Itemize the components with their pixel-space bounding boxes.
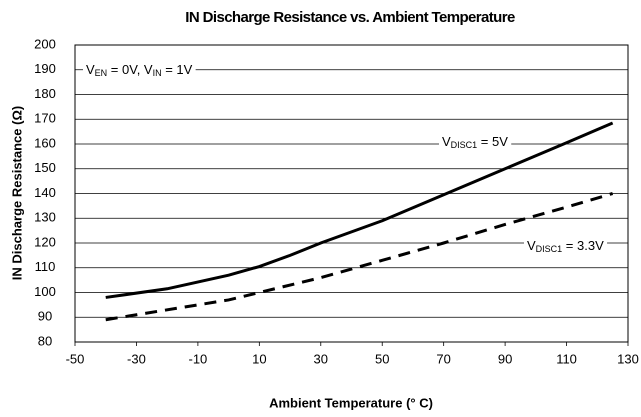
label-text: = 5V <box>477 134 508 149</box>
subscript: DISC1 <box>451 140 478 150</box>
annotation: VEN = 0V, VIN = 1V <box>86 62 193 78</box>
x-tick-label: 110 <box>556 351 577 366</box>
annotation-bg <box>83 61 196 80</box>
x-tick-label: -10 <box>188 351 207 366</box>
x-tick-label: -50 <box>66 351 85 366</box>
series-label: VDISC1 = 3.3V <box>527 238 604 254</box>
label-text: V <box>442 134 451 149</box>
y-tick-label: 90 <box>38 309 52 324</box>
series-label: VDISC1 = 5V <box>442 134 508 150</box>
chart-title: IN Discharge Resistance vs. Ambient Temp… <box>185 9 515 26</box>
label-text: = 3.3V <box>562 238 604 253</box>
x-tick-label: 10 <box>252 351 266 366</box>
subscript: EN <box>95 68 108 78</box>
series-line <box>105 121 614 299</box>
x-tick-label: 50 <box>375 351 389 366</box>
y-tick-label: 120 <box>34 234 56 249</box>
label-text: V <box>527 238 536 253</box>
y-axis-title: IN Discharge Resistance (Ω) <box>9 106 24 280</box>
subscript: IN <box>153 68 162 78</box>
series-label-bg <box>524 237 608 256</box>
subscript: DISC1 <box>536 244 563 254</box>
label-text: = 1V <box>162 62 193 77</box>
y-tick-label: 100 <box>34 284 56 299</box>
y-tick-label: 160 <box>34 135 56 150</box>
x-tick-label: 130 <box>617 351 639 366</box>
series-label-bg <box>439 133 512 152</box>
label-text: V <box>86 62 95 77</box>
y-tick-label: 180 <box>34 86 56 101</box>
y-tick-label: 140 <box>34 185 56 200</box>
label-text: = 0V, V <box>107 62 153 77</box>
y-tick-label: 110 <box>35 259 56 274</box>
y-tick-label: 80 <box>38 333 52 348</box>
x-axis-title: Ambient Temperature (° C) <box>269 395 433 410</box>
x-tick-label: 90 <box>498 351 512 366</box>
y-tick-label: 190 <box>34 61 56 76</box>
x-tick-label: -30 <box>127 351 146 366</box>
series-line <box>105 192 614 322</box>
y-tick-label: 170 <box>34 111 56 126</box>
x-tick-label: 70 <box>436 351 450 366</box>
y-tick-label: 130 <box>34 210 56 225</box>
x-tick-label: 30 <box>314 351 328 366</box>
y-tick-label: 200 <box>34 36 56 51</box>
y-tick-label: 150 <box>34 160 56 175</box>
plot-frame <box>74 44 629 343</box>
